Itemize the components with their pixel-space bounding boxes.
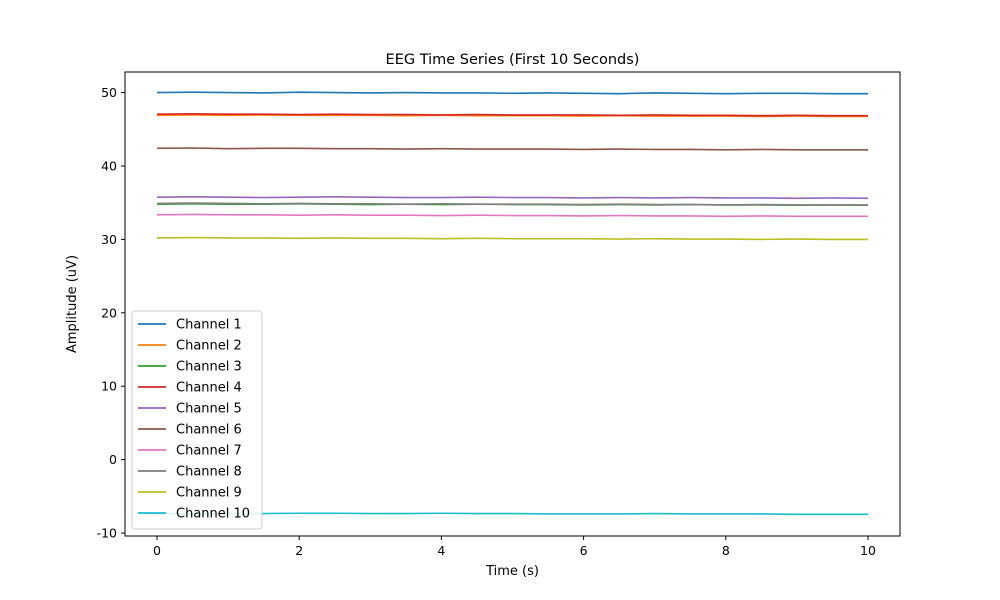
series-line-channel-1 [156,91,868,95]
series-line-channel-8 [156,202,868,206]
y-tick-label: 40 [101,158,117,173]
legend-label: Channel 8 [176,465,242,480]
x-tick-label: 10 [860,543,876,558]
legend-label: Channel 7 [176,444,242,459]
legend: Channel 1 Channel 2 Channel 3 Channel 4 Chan… [131,310,263,530]
legend-label: Channel 2 [176,339,242,354]
y-tick-label: 30 [101,232,117,247]
y-tick-label: 50 [101,85,117,100]
y-tick-label: -10 [97,526,117,541]
y-tick-label: 20 [101,305,117,320]
series-line-channel-5 [156,196,869,200]
y-axis-label: Amplitude (uV) [65,255,80,353]
series-line-channel-7 [156,213,868,218]
series-line-channel-10 [156,512,868,516]
y-tick-label: 10 [101,379,117,394]
legend-label: Channel 4 [176,381,242,396]
x-tick-label: 0 [153,543,161,558]
series-line-channel-4 [156,113,868,117]
series-layer [156,91,869,516]
x-tick-label: 2 [295,543,303,558]
chart-title: EEG Time Series (First 10 Seconds) [386,52,640,68]
x-tick-label: 4 [437,543,445,558]
tick-layer: 0 2 4 6 8 10 -10 0 10 20 30 40 50 [97,85,876,558]
series-line-channel-9 [156,236,868,241]
x-tick-label: 8 [722,543,730,558]
plot-frame [124,71,901,537]
legend-label: Channel 10 [176,507,250,522]
legend-label: Channel 1 [176,318,242,333]
x-axis-label: Time (s) [485,564,539,579]
x-tick-label: 6 [580,543,588,558]
legend-label: Channel 3 [176,360,242,375]
legend-label: Channel 9 [176,486,242,501]
series-line-channel-6 [156,147,868,151]
y-tick-label: 0 [109,452,117,467]
legend-label: Channel 6 [176,423,242,438]
legend-label: Channel 5 [176,402,242,417]
